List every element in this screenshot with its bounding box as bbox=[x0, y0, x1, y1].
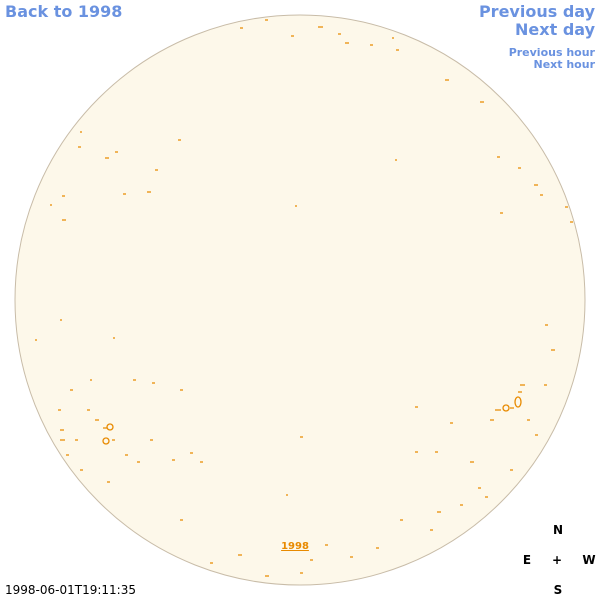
active-region bbox=[35, 19, 573, 577]
timestamp: 1998-06-01T19:11:35 bbox=[5, 583, 136, 597]
compass-north: N bbox=[553, 523, 563, 537]
next-day-link[interactable]: Next day bbox=[515, 20, 596, 39]
compass-south: S bbox=[554, 583, 563, 597]
compass-east: E bbox=[523, 553, 531, 567]
active-region bbox=[106, 423, 114, 431]
active-regions bbox=[35, 19, 573, 577]
active-region bbox=[502, 404, 510, 412]
previous-day-link[interactable]: Previous day bbox=[479, 2, 596, 21]
year-link[interactable]: 1998 bbox=[281, 541, 309, 552]
compass-west: W bbox=[582, 553, 595, 567]
active-region bbox=[102, 437, 110, 445]
previous-hour-link[interactable]: Previous hour bbox=[509, 46, 596, 59]
solar-disk bbox=[14, 14, 586, 586]
active-region bbox=[514, 396, 522, 408]
back-link[interactable]: Back to 1998 bbox=[5, 2, 122, 21]
compass-center: + bbox=[552, 553, 562, 567]
next-hour-link[interactable]: Next hour bbox=[534, 58, 596, 71]
